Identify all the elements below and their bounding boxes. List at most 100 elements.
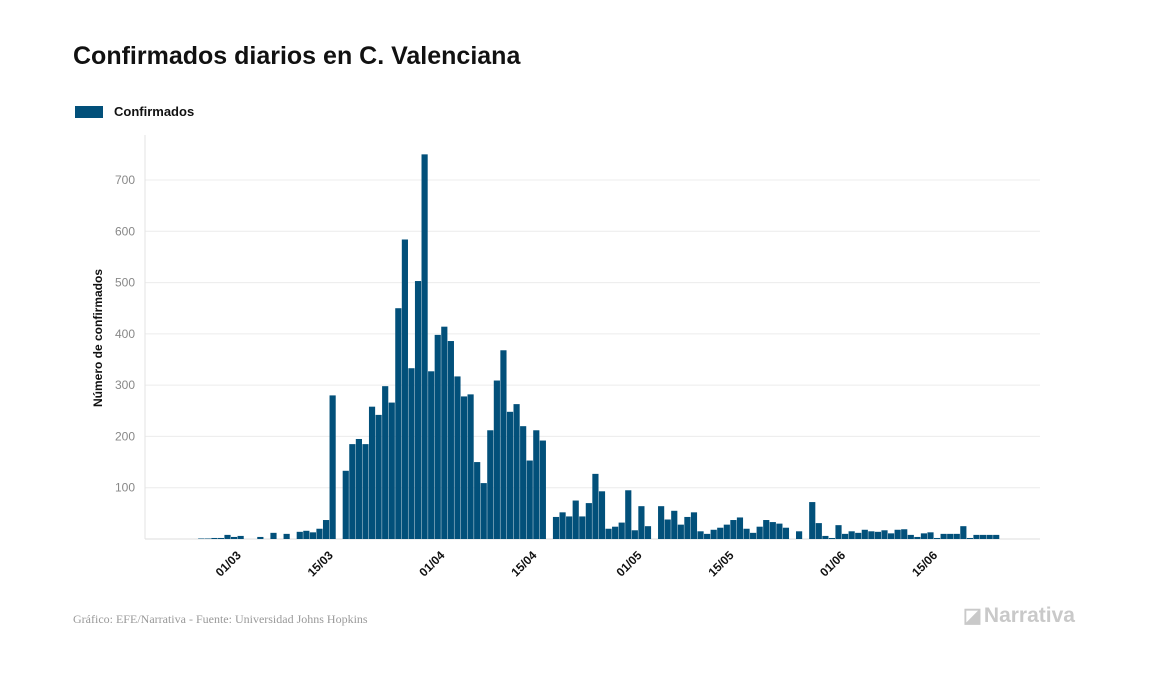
bar	[894, 529, 901, 539]
bar	[730, 520, 737, 539]
x-tick-label: 15/04	[508, 548, 539, 579]
bar	[349, 444, 356, 539]
bar	[579, 516, 586, 539]
bar	[625, 490, 632, 539]
bar	[368, 406, 376, 539]
bar	[953, 533, 960, 539]
bar	[960, 526, 967, 539]
y-tick-label: 200	[115, 429, 135, 443]
bar	[342, 470, 349, 539]
bar	[822, 535, 829, 539]
bar	[552, 516, 560, 539]
legend-label: Confirmados	[114, 104, 195, 119]
bar	[782, 527, 790, 539]
bar	[506, 411, 514, 539]
bar	[533, 430, 540, 539]
bar	[270, 532, 277, 539]
y-tick-label: 500	[115, 276, 135, 290]
bar	[887, 533, 895, 539]
bar	[388, 402, 395, 539]
bar	[559, 512, 566, 539]
bar	[257, 536, 264, 539]
bar	[855, 532, 862, 539]
bar	[474, 462, 481, 539]
bar	[592, 473, 599, 539]
bar	[848, 531, 855, 539]
x-tick-label: 15/05	[705, 548, 736, 579]
bar	[500, 350, 507, 539]
bar	[743, 528, 750, 539]
bar	[434, 334, 441, 539]
bar	[217, 537, 225, 539]
bar	[947, 533, 954, 539]
bar	[237, 535, 244, 539]
bar	[697, 531, 704, 539]
x-tick-label: 01/05	[613, 548, 644, 579]
bar	[414, 281, 422, 539]
bar	[677, 524, 684, 539]
bar	[901, 529, 908, 539]
y-tick-label: 400	[115, 327, 135, 341]
bar	[776, 523, 783, 539]
bar	[408, 368, 415, 539]
bar	[927, 532, 934, 539]
x-tick-label: 01/06	[817, 548, 848, 579]
bar	[763, 520, 770, 539]
bar	[605, 528, 612, 539]
x-tick-label: 15/06	[909, 548, 940, 579]
bar	[467, 394, 474, 539]
bar	[598, 491, 606, 539]
bar	[736, 517, 744, 539]
bar	[487, 430, 494, 539]
bar	[395, 308, 402, 539]
x-tick-label: 01/04	[416, 548, 447, 579]
y-axis-label: Número de confirmados	[91, 269, 105, 407]
bar	[710, 529, 717, 539]
bar	[684, 516, 691, 539]
bar	[815, 523, 822, 539]
bar	[612, 526, 619, 539]
bar	[296, 531, 303, 539]
bar	[717, 527, 724, 539]
bar	[618, 522, 625, 539]
bar	[585, 503, 592, 539]
y-tick-label: 100	[115, 481, 135, 495]
bar	[644, 526, 652, 539]
bar	[835, 525, 842, 539]
bar	[986, 534, 993, 539]
bar	[658, 506, 665, 539]
bar	[460, 396, 468, 539]
bar	[842, 533, 849, 539]
bar	[690, 512, 698, 539]
bar	[723, 524, 730, 539]
bar	[513, 404, 520, 539]
bar	[198, 538, 205, 539]
bar	[874, 531, 882, 539]
bar	[230, 536, 238, 539]
bar	[993, 534, 1000, 539]
bar	[211, 537, 218, 539]
bar	[362, 444, 369, 539]
y-tick-label: 700	[115, 173, 135, 187]
bar	[329, 395, 336, 539]
bar	[638, 506, 645, 539]
bar	[979, 534, 987, 539]
bar	[520, 426, 527, 539]
bar	[526, 460, 533, 539]
bar	[933, 537, 941, 539]
bar	[809, 502, 816, 539]
y-tick-label: 600	[115, 224, 135, 238]
legend-swatch	[75, 105, 103, 118]
bar	[868, 531, 875, 539]
bar	[493, 380, 500, 539]
x-tick-label: 01/03	[213, 548, 244, 579]
bar	[769, 522, 776, 539]
bar	[480, 483, 487, 539]
legend: Confirmados	[75, 104, 194, 119]
bar	[303, 530, 310, 539]
source-note: Gráfico: EFE/Narrativa - Fuente: Univers…	[73, 612, 368, 626]
bar	[316, 528, 323, 539]
bar	[375, 414, 382, 539]
bar	[572, 500, 579, 539]
x-tick-label: 15/03	[305, 548, 336, 579]
